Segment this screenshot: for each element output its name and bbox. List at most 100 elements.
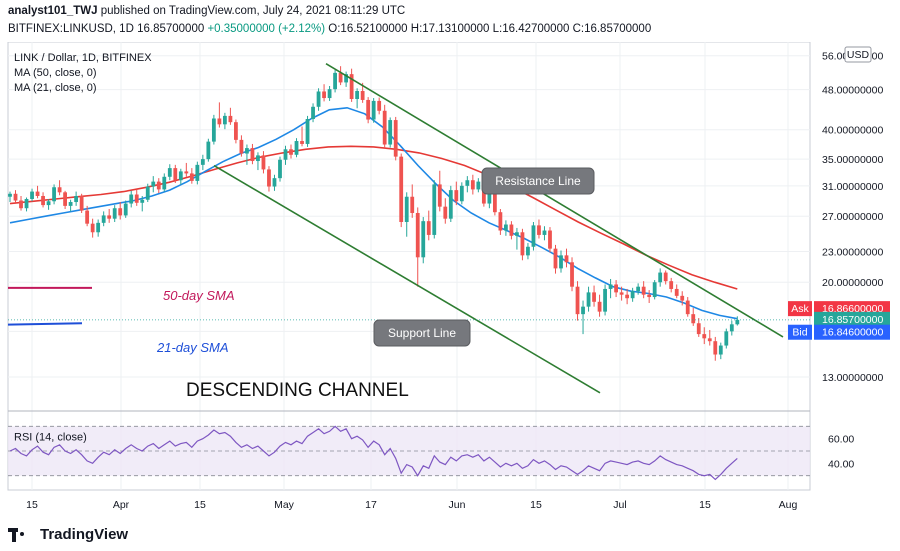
candle-body bbox=[531, 225, 536, 247]
candle-body bbox=[680, 295, 685, 301]
candle-body bbox=[41, 195, 45, 206]
candle-body bbox=[674, 288, 679, 296]
price-tick-label: 40.00000000 bbox=[822, 125, 883, 137]
support-callout-box bbox=[373, 319, 471, 347]
candle-body bbox=[729, 324, 734, 332]
candle-body bbox=[8, 193, 12, 197]
candle-body bbox=[156, 181, 161, 190]
candle-body bbox=[228, 115, 233, 123]
price-tick-label: 20.00000000 bbox=[822, 277, 883, 289]
pattern-annotation: DESCENDING CHANNEL bbox=[186, 380, 409, 401]
ma50-line bbox=[9, 145, 738, 290]
candlesticks bbox=[8, 66, 740, 361]
time-tick-label: Apr bbox=[113, 499, 130, 511]
candle-body bbox=[636, 286, 641, 292]
support-line bbox=[213, 164, 601, 394]
candle-body bbox=[123, 203, 128, 216]
price-tick-label: 48.00000000 bbox=[822, 85, 883, 97]
sma21-legend-swatch bbox=[7, 322, 83, 326]
time-tick-label: Aug bbox=[779, 499, 798, 511]
candle-body bbox=[713, 341, 718, 355]
rsi-label: RSI (14, close) bbox=[14, 431, 87, 443]
candle-body bbox=[90, 223, 95, 233]
time-tick-label: 15 bbox=[26, 499, 38, 511]
publish-date: published on TradingView.com, July 24, 2… bbox=[97, 5, 406, 17]
candle-body bbox=[603, 288, 607, 312]
candle-body bbox=[492, 193, 497, 213]
candle-body bbox=[735, 319, 740, 325]
trendlines bbox=[7, 63, 810, 394]
price-chart[interactable]: RSI (14, close) Resistance Line Support L… bbox=[0, 42, 900, 521]
resistance-callout-box bbox=[481, 167, 595, 195]
quote-line: BITFINEX:LINKUSD, 1D 16.85700000 +0.3500… bbox=[8, 23, 651, 35]
candle-body bbox=[399, 156, 404, 223]
candle-body bbox=[448, 190, 453, 219]
annotations: Resistance Line Support Line 50-day SMA 21-… bbox=[156, 167, 595, 401]
candle-body bbox=[79, 195, 84, 211]
candle-body bbox=[663, 272, 668, 282]
candle-body bbox=[173, 168, 178, 181]
candle-body bbox=[57, 187, 62, 193]
candle-body bbox=[647, 294, 652, 298]
candle-body bbox=[691, 314, 696, 324]
time-tick-label: 17 bbox=[365, 499, 377, 511]
price-tick-label: 23.00000000 bbox=[822, 246, 883, 258]
candle-body bbox=[459, 185, 464, 202]
resistance-callout-text: Resistance Line bbox=[495, 174, 581, 188]
candle-body bbox=[46, 201, 51, 206]
legend-ma21: MA (21, close, 0) bbox=[14, 82, 97, 94]
axes: 13.0000000016.0000000020.0000000023.0000… bbox=[26, 51, 890, 511]
candle-body bbox=[437, 184, 442, 207]
ask-tag-text: Ask bbox=[791, 303, 809, 315]
candle-body bbox=[35, 191, 40, 196]
candle-body bbox=[371, 100, 376, 120]
candle-body bbox=[13, 193, 18, 201]
candle-body bbox=[526, 246, 530, 256]
candle-body bbox=[382, 110, 387, 145]
candle-body bbox=[85, 210, 90, 224]
bid-price-box bbox=[814, 324, 890, 340]
currency-label: USD bbox=[847, 49, 870, 61]
candle-body bbox=[305, 119, 310, 144]
tradingview-logo-icon bbox=[8, 527, 34, 542]
candle-body bbox=[311, 106, 315, 120]
candle-body bbox=[608, 284, 613, 289]
legend-symbol: LINK / Dollar, 1D, BITFINEX bbox=[14, 52, 152, 64]
chart-header: analyst101_TWJ published on TradingView.… bbox=[0, 0, 900, 42]
candle-body bbox=[619, 292, 624, 295]
candle-body bbox=[718, 345, 723, 355]
candle-body bbox=[465, 180, 470, 186]
grid-lines bbox=[8, 42, 810, 490]
candle-body bbox=[426, 221, 431, 235]
candle-body bbox=[140, 199, 145, 203]
chart-legend: LINK / Dollar, 1D, BITFINEX MA (50, clos… bbox=[14, 52, 152, 94]
candle-body bbox=[559, 255, 563, 269]
candle-body bbox=[487, 193, 492, 204]
publish-info: analyst101_TWJ published on TradingView.… bbox=[8, 5, 405, 17]
candle-body bbox=[537, 225, 541, 235]
resistance-line bbox=[325, 63, 784, 338]
candle-body bbox=[360, 91, 365, 100]
currency-badge[interactable]: USD bbox=[844, 46, 872, 63]
tradingview-logo[interactable]: TradingView bbox=[8, 526, 128, 543]
candle-body bbox=[118, 208, 123, 216]
candle-body bbox=[101, 215, 106, 223]
price-change: +0.35000000 (+2.12%) bbox=[207, 23, 326, 35]
time-tick-label: 15 bbox=[530, 499, 542, 511]
footer: TradingView bbox=[0, 521, 900, 551]
time-tick-label: 15 bbox=[699, 499, 711, 511]
candle-body bbox=[641, 286, 646, 295]
candle-body bbox=[206, 141, 211, 160]
candle-body bbox=[388, 120, 393, 145]
candle-body bbox=[333, 72, 337, 90]
candle-body bbox=[614, 284, 618, 293]
candle-body bbox=[432, 184, 437, 235]
candle-body bbox=[592, 292, 596, 302]
candle-body bbox=[145, 186, 150, 200]
candle-body bbox=[178, 171, 183, 181]
candle-body bbox=[239, 139, 244, 154]
candle-body bbox=[570, 262, 574, 287]
candle-body bbox=[724, 331, 729, 346]
candle-body bbox=[327, 89, 332, 99]
sma21-annotation: 21-day SMA bbox=[156, 340, 229, 355]
